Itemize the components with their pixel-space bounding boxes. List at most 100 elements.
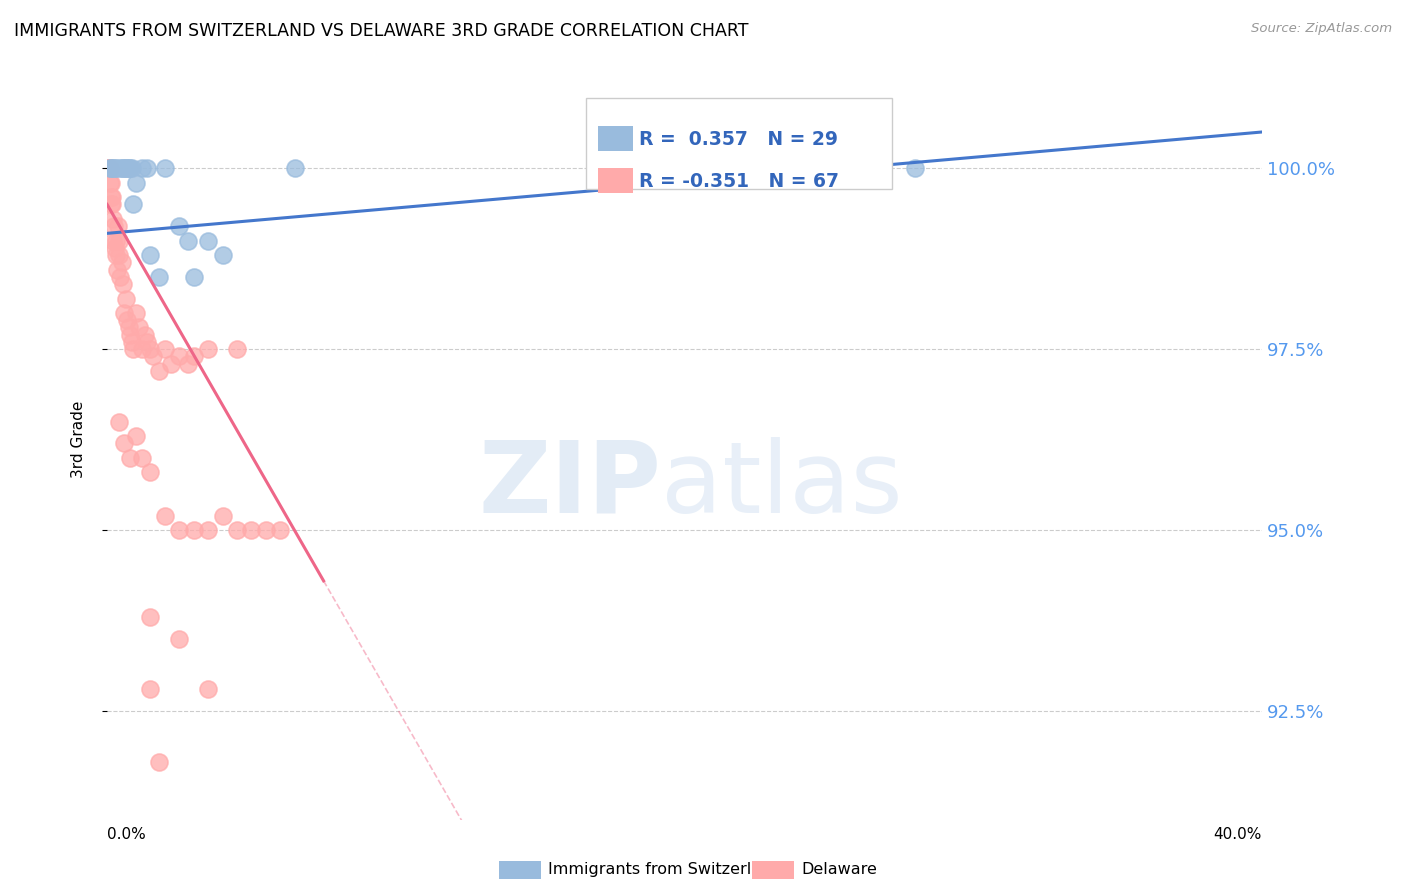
Point [197, 234, 219, 248]
Point [226, 342, 249, 356]
Point [167, 523, 190, 537]
Point [98, 161, 121, 176]
Point [100, 190, 122, 204]
Point [117, 313, 139, 327]
Point [110, 255, 132, 269]
Point [108, 269, 131, 284]
Point [103, 161, 125, 176]
Point [120, 161, 142, 176]
Point [904, 161, 927, 176]
Point [115, 292, 138, 306]
Text: atlas: atlas [661, 437, 903, 533]
Point [284, 161, 307, 176]
Point [139, 610, 162, 624]
Text: Source: ZipAtlas.com: Source: ZipAtlas.com [1251, 22, 1392, 36]
Point [120, 327, 142, 342]
Point [100, 197, 122, 211]
Point [211, 508, 233, 523]
Point [105, 262, 128, 277]
Point [112, 161, 135, 176]
Point [107, 219, 129, 233]
Point [112, 306, 135, 320]
Point [121, 334, 143, 349]
Point [136, 334, 159, 349]
Point [98, 161, 121, 176]
Point [97, 161, 120, 176]
Point [121, 161, 143, 176]
Point [167, 219, 190, 233]
Point [211, 248, 233, 262]
Text: R = -0.351   N = 67: R = -0.351 N = 67 [640, 172, 839, 191]
Point [197, 342, 219, 356]
Point [254, 523, 277, 537]
Point [104, 234, 127, 248]
Point [125, 176, 148, 190]
Point [142, 350, 165, 364]
Point [183, 269, 205, 284]
Point [117, 161, 139, 176]
Text: 40.0%: 40.0% [1213, 827, 1263, 842]
Point [177, 357, 200, 371]
Point [100, 190, 122, 204]
Point [153, 342, 176, 356]
Point [134, 327, 156, 342]
Bar [586, 97, 893, 189]
Point [269, 523, 291, 537]
Point [183, 523, 205, 537]
Point [125, 306, 148, 320]
Point [108, 248, 131, 262]
Point [148, 364, 170, 378]
Point [112, 436, 135, 450]
Point [101, 197, 124, 211]
Text: Immigrants from Switzerland: Immigrants from Switzerland [548, 863, 782, 877]
Point [136, 161, 159, 176]
Point [153, 508, 176, 523]
Point [98, 161, 121, 176]
Point [122, 342, 145, 356]
Point [104, 161, 127, 176]
Point [107, 415, 129, 429]
Y-axis label: 3rd Grade: 3rd Grade [72, 401, 86, 478]
Point [197, 523, 219, 537]
Point [101, 161, 124, 176]
Point [118, 320, 141, 334]
Point [139, 342, 162, 356]
Point [111, 277, 134, 291]
Text: Delaware: Delaware [801, 863, 877, 877]
Point [103, 219, 125, 233]
Text: 0.0%: 0.0% [107, 827, 146, 842]
Text: ZIP: ZIP [478, 437, 661, 533]
Point [100, 161, 122, 176]
Point [167, 350, 190, 364]
Point [118, 161, 141, 176]
Point [131, 342, 153, 356]
Point [159, 357, 181, 371]
Point [98, 176, 121, 190]
Point [110, 161, 132, 176]
Point [115, 161, 138, 176]
Point [153, 161, 176, 176]
Point [100, 176, 122, 190]
Point [98, 161, 121, 176]
Point [103, 234, 125, 248]
Point [104, 241, 127, 255]
Point [148, 269, 170, 284]
Point [240, 523, 263, 537]
Point [125, 429, 148, 443]
Point [226, 523, 249, 537]
Bar [598, 169, 633, 193]
Point [586, 161, 609, 176]
Point [139, 465, 162, 479]
Point [120, 450, 142, 465]
Point [111, 161, 134, 176]
Point [167, 632, 190, 646]
Point [122, 197, 145, 211]
Point [131, 161, 153, 176]
Point [183, 350, 205, 364]
Text: R =  0.357   N = 29: R = 0.357 N = 29 [640, 130, 838, 149]
Bar [598, 127, 633, 151]
Point [98, 161, 121, 176]
Point [148, 755, 170, 769]
Point [101, 211, 124, 226]
Text: IMMIGRANTS FROM SWITZERLAND VS DELAWARE 3RD GRADE CORRELATION CHART: IMMIGRANTS FROM SWITZERLAND VS DELAWARE … [14, 22, 748, 40]
